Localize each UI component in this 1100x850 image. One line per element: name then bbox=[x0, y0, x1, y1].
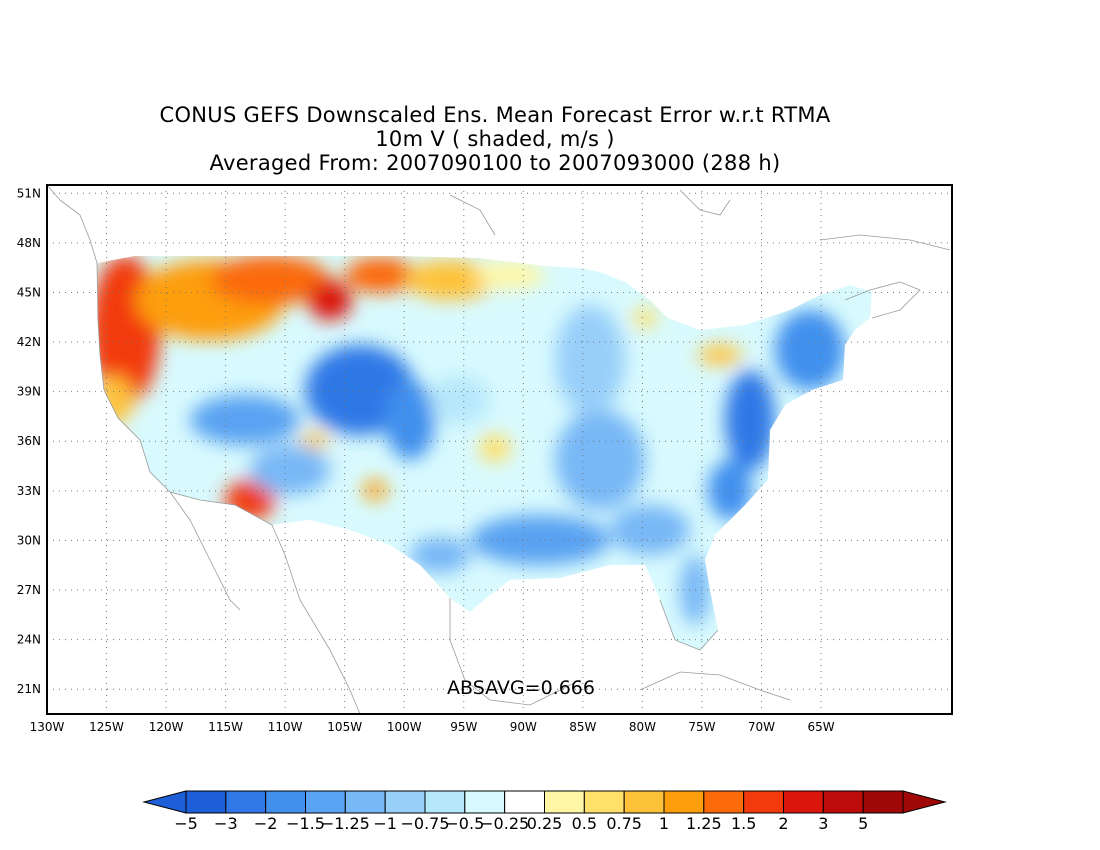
cuba-outline bbox=[639, 671, 791, 701]
lat-lon-grid bbox=[47, 185, 952, 714]
colorbar-label: 5 bbox=[858, 814, 868, 833]
latitude-tick-label: 45N bbox=[17, 285, 41, 299]
colorbar-label: −0.25 bbox=[480, 814, 529, 833]
colorbar-label: −5 bbox=[174, 814, 198, 833]
colorbar-swatch bbox=[663, 790, 705, 814]
longitude-tick-label: 80W bbox=[629, 720, 656, 734]
colorbar-swatch bbox=[185, 790, 227, 814]
colorbar-label: −3 bbox=[214, 814, 238, 833]
colorbar-swatch bbox=[703, 790, 745, 814]
gulf-mexico-outline bbox=[449, 598, 581, 706]
colorbar-swatch bbox=[862, 790, 904, 814]
latitude-tick-labels: 21N 24N 27N 30N 33N 36N 39N 42N 45N 48N 51N bbox=[17, 186, 41, 696]
longitude-tick-label: 70W bbox=[748, 720, 775, 734]
latitude-tick-label: 48N bbox=[17, 236, 41, 250]
colorbar-swatch bbox=[623, 790, 665, 814]
plot-title-line-3: Averaged From: 2007090100 to 2007093000 … bbox=[209, 151, 781, 175]
colorbar-swatch bbox=[305, 790, 346, 814]
colorbar-swatch bbox=[583, 790, 625, 814]
longitude-tick-label: 125W bbox=[89, 720, 124, 734]
florida-outline bbox=[659, 599, 719, 651]
colorbar-label: 0.5 bbox=[572, 814, 597, 833]
colorbar-swatch bbox=[384, 790, 426, 814]
west-coast-outline bbox=[96, 262, 273, 526]
map-outlines bbox=[47, 185, 951, 714]
longitude-tick-label: 105W bbox=[327, 720, 362, 734]
colorbar-min-arrow bbox=[142, 790, 187, 814]
colorbar-max-arrow bbox=[902, 790, 947, 814]
longitude-tick-label: 90W bbox=[510, 720, 537, 734]
quebec-coast-outline bbox=[819, 234, 951, 251]
canada-west-coast bbox=[47, 185, 98, 264]
longitude-tick-label: 85W bbox=[569, 720, 596, 734]
longitude-tick-label: 75W bbox=[688, 720, 715, 734]
latitude-tick-label: 39N bbox=[17, 385, 41, 399]
longitude-tick-label: 100W bbox=[387, 720, 422, 734]
maritimes-outline bbox=[844, 281, 921, 319]
colorbar-swatch bbox=[544, 790, 585, 814]
latitude-tick-label: 51N bbox=[17, 186, 41, 200]
colorbar-swatch bbox=[743, 790, 785, 814]
longitude-tick-labels: 130W 125W 120W 115W 110W 105W 100W 95W 90W 85W 80W… bbox=[30, 720, 835, 734]
colorbar-label: 1.5 bbox=[731, 814, 756, 833]
colorbar-label: 1.25 bbox=[686, 814, 722, 833]
latitude-tick-label: 24N bbox=[17, 633, 41, 647]
mexico-coast-outline bbox=[271, 524, 361, 714]
latitude-tick-label: 27N bbox=[17, 583, 41, 597]
latitude-tick-label: 33N bbox=[17, 484, 41, 498]
longitude-tick-label: 65W bbox=[807, 720, 834, 734]
hudson-bay-outline bbox=[679, 189, 731, 216]
longitude-tick-label: 120W bbox=[149, 720, 184, 734]
colorbar-label: 0.75 bbox=[606, 814, 642, 833]
plot-title-line-1: CONUS GEFS Downscaled Ens. Mean Forecast… bbox=[159, 103, 831, 127]
colorbar-label: −1.5 bbox=[286, 814, 325, 833]
colorbar-swatch bbox=[225, 790, 267, 814]
colorbar-swatch bbox=[424, 790, 466, 814]
colorbar-label: 1 bbox=[659, 814, 669, 833]
baja-outline bbox=[169, 491, 241, 611]
colorbar-label: −2 bbox=[254, 814, 278, 833]
latitude-tick-label: 21N bbox=[17, 682, 41, 696]
colorbar-label: −0.5 bbox=[445, 814, 484, 833]
colorbar-label: 3 bbox=[818, 814, 828, 833]
colorbar-label: −0.75 bbox=[400, 814, 449, 833]
latitude-tick-label: 42N bbox=[17, 335, 41, 349]
colorbar-label: 0.25 bbox=[527, 814, 563, 833]
colorbar-swatch bbox=[504, 790, 545, 814]
longitude-tick-label: 95W bbox=[450, 720, 477, 734]
latitude-tick-label: 30N bbox=[17, 533, 41, 547]
map-frame bbox=[46, 184, 953, 715]
colorbar-labels: −5 −3 −2 −1.5−1.25 −1 −0.75−0.5−0.250.25 0.5 0.… bbox=[174, 814, 868, 833]
canada-lake-outline bbox=[449, 194, 496, 236]
colorbar-swatch bbox=[783, 790, 824, 814]
latitude-tick-label: 36N bbox=[17, 434, 41, 448]
longitude-tick-label: 110W bbox=[268, 720, 303, 734]
colorbar-swatch bbox=[344, 790, 386, 814]
colorbar-swatch bbox=[265, 790, 306, 814]
longitude-tick-label: 130W bbox=[30, 720, 65, 734]
colorbar-label: −1 bbox=[373, 814, 397, 833]
plot-title-line-2: 10m V ( shaded, m/s ) bbox=[375, 127, 615, 151]
absavg-annotation: ABSAVG=0.666 bbox=[447, 677, 595, 699]
longitude-tick-label: 115W bbox=[208, 720, 243, 734]
colorbar-swatch bbox=[464, 790, 506, 814]
colorbar-label: −1.25 bbox=[321, 814, 370, 833]
colorbar-swatch bbox=[822, 790, 864, 814]
colorbar bbox=[142, 790, 947, 814]
colorbar-label: 2 bbox=[778, 814, 788, 833]
